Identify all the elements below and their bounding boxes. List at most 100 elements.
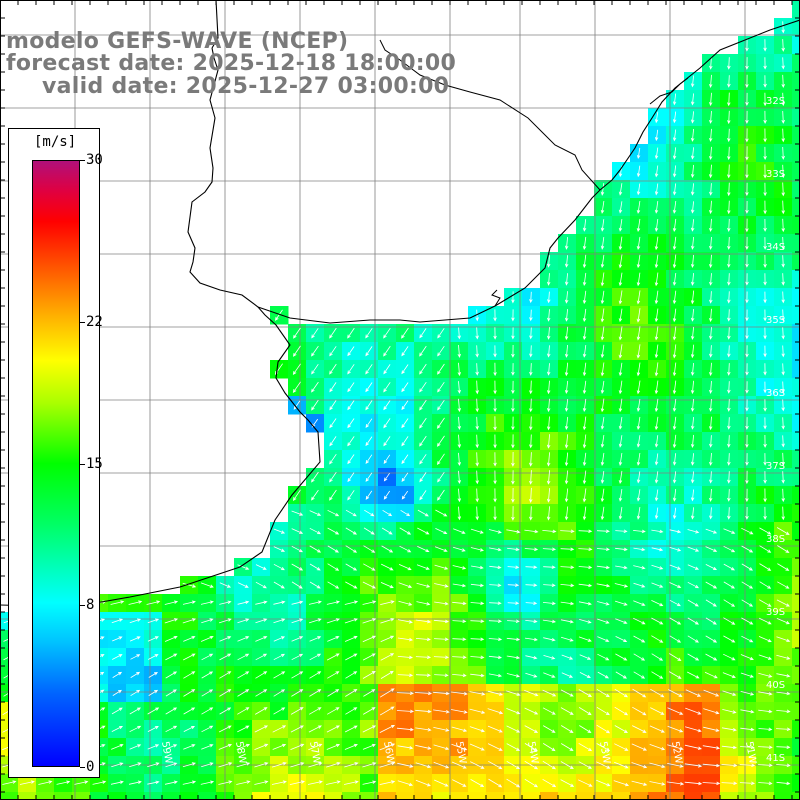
- wind-arrow: [669, 599, 681, 607]
- wind-arrow: [741, 563, 753, 571]
- wind-arrow: [379, 743, 396, 751]
- wind-arrow: [255, 600, 268, 605]
- wind-arrow: [649, 781, 666, 786]
- wind-arrow: [291, 545, 304, 553]
- wind-arrow: [362, 725, 377, 733]
- wind-arrow: [578, 547, 593, 551]
- wind-arrow: [344, 635, 358, 642]
- wind-arrow: [633, 653, 646, 661]
- longitude-label: 54W: [525, 741, 540, 765]
- wind-arrow: [218, 725, 232, 733]
- wind-arrow: [651, 617, 664, 625]
- wind-arrow: [365, 418, 373, 429]
- wind-arrow: [148, 654, 159, 660]
- wind-arrow: [745, 470, 749, 485]
- wind-arrow: [600, 237, 605, 250]
- wind-arrow: [582, 272, 587, 287]
- wind-arrow: [112, 671, 123, 678]
- wind-arrow: [148, 672, 158, 678]
- wind-arrow: [618, 489, 623, 502]
- wind-arrow: [596, 529, 610, 533]
- wind-arrow: [416, 564, 430, 570]
- wind-arrow: [254, 780, 269, 785]
- wind-arrow: [654, 272, 659, 287]
- wind-arrow: [636, 416, 641, 431]
- wind-arrow: [763, 363, 767, 376]
- wind-arrow: [488, 778, 503, 788]
- wind-arrow: [164, 780, 178, 785]
- wind-arrow: [111, 726, 124, 732]
- wind-arrow: [781, 381, 785, 394]
- wind-cell: [792, 432, 800, 451]
- wind-arrow: [654, 416, 659, 431]
- wind-arrow: [434, 564, 449, 570]
- wind-arrow: [618, 201, 623, 214]
- wind-arrow: [364, 509, 375, 517]
- wind-arrow: [672, 434, 677, 449]
- wind-arrow: [344, 725, 358, 733]
- wind-arrow: [488, 673, 503, 678]
- wind-arrow: [564, 398, 569, 412]
- wind-cell: [792, 90, 800, 109]
- wind-cell: [360, 792, 379, 800]
- wind-arrow: [311, 363, 319, 375]
- wind-arrow: [763, 471, 767, 484]
- wind-arrow: [543, 637, 556, 642]
- wind-arrow: [654, 183, 659, 196]
- wind-arrow: [618, 219, 623, 232]
- wind-arrow: [396, 709, 415, 714]
- wind-cell: [792, 234, 800, 253]
- wind-arrow: [92, 780, 107, 785]
- wind-arrow: [687, 529, 700, 534]
- wind-arrow: [380, 618, 395, 624]
- wind-arrow: [758, 727, 773, 732]
- wind-arrow: [582, 345, 587, 358]
- wind-arrow: [672, 380, 677, 395]
- wind-arrow: [705, 528, 718, 534]
- wind-arrow: [362, 780, 377, 785]
- wind-arrow: [636, 471, 641, 484]
- wind-arrow: [651, 582, 664, 588]
- wind-arrow: [273, 618, 286, 624]
- wind-arrow: [582, 434, 587, 449]
- wind-arrow: [200, 780, 215, 785]
- wind-cell: [792, 36, 800, 55]
- wind-arrow: [542, 601, 556, 606]
- wind-cell: [252, 792, 271, 800]
- wind-arrow: [654, 129, 659, 142]
- wind-arrow: [542, 689, 557, 697]
- wind-arrow: [560, 583, 575, 588]
- wind-arrow: [362, 671, 376, 679]
- colorbar-tick-label: 22: [86, 313, 103, 330]
- wind-arrow: [727, 57, 731, 70]
- wind-arrow: [582, 236, 587, 251]
- colorbar-tick-label: 30: [86, 152, 103, 168]
- wind-cell: [792, 738, 800, 757]
- wind-arrow: [709, 218, 713, 233]
- wind-arrow: [669, 653, 682, 661]
- wind-arrow: [758, 745, 773, 749]
- wind-arrow: [781, 218, 785, 233]
- wind-arrow: [363, 545, 376, 553]
- title-model: modelo GEFS-WAVE (NCEP): [6, 29, 349, 54]
- wind-arrow: [745, 57, 749, 70]
- wind-arrow: [401, 400, 409, 411]
- wind-arrow: [529, 363, 533, 376]
- wind-arrow: [672, 147, 677, 160]
- wind-arrow: [524, 690, 539, 697]
- wind-arrow: [417, 509, 429, 517]
- wind-arrow: [129, 618, 142, 624]
- wind-arrow: [164, 600, 179, 605]
- wind-arrow: [758, 636, 772, 643]
- wind-arrow: [727, 273, 731, 286]
- wind-cell: [792, 684, 800, 703]
- wind-arrow: [506, 743, 521, 751]
- wind-arrow: [690, 164, 695, 179]
- wind-arrow: [309, 653, 322, 661]
- wind-arrow: [489, 601, 502, 605]
- wind-arrow: [381, 527, 393, 535]
- wind-arrow: [687, 653, 700, 661]
- wind-arrow: [469, 691, 486, 696]
- wind-arrow: [745, 164, 749, 179]
